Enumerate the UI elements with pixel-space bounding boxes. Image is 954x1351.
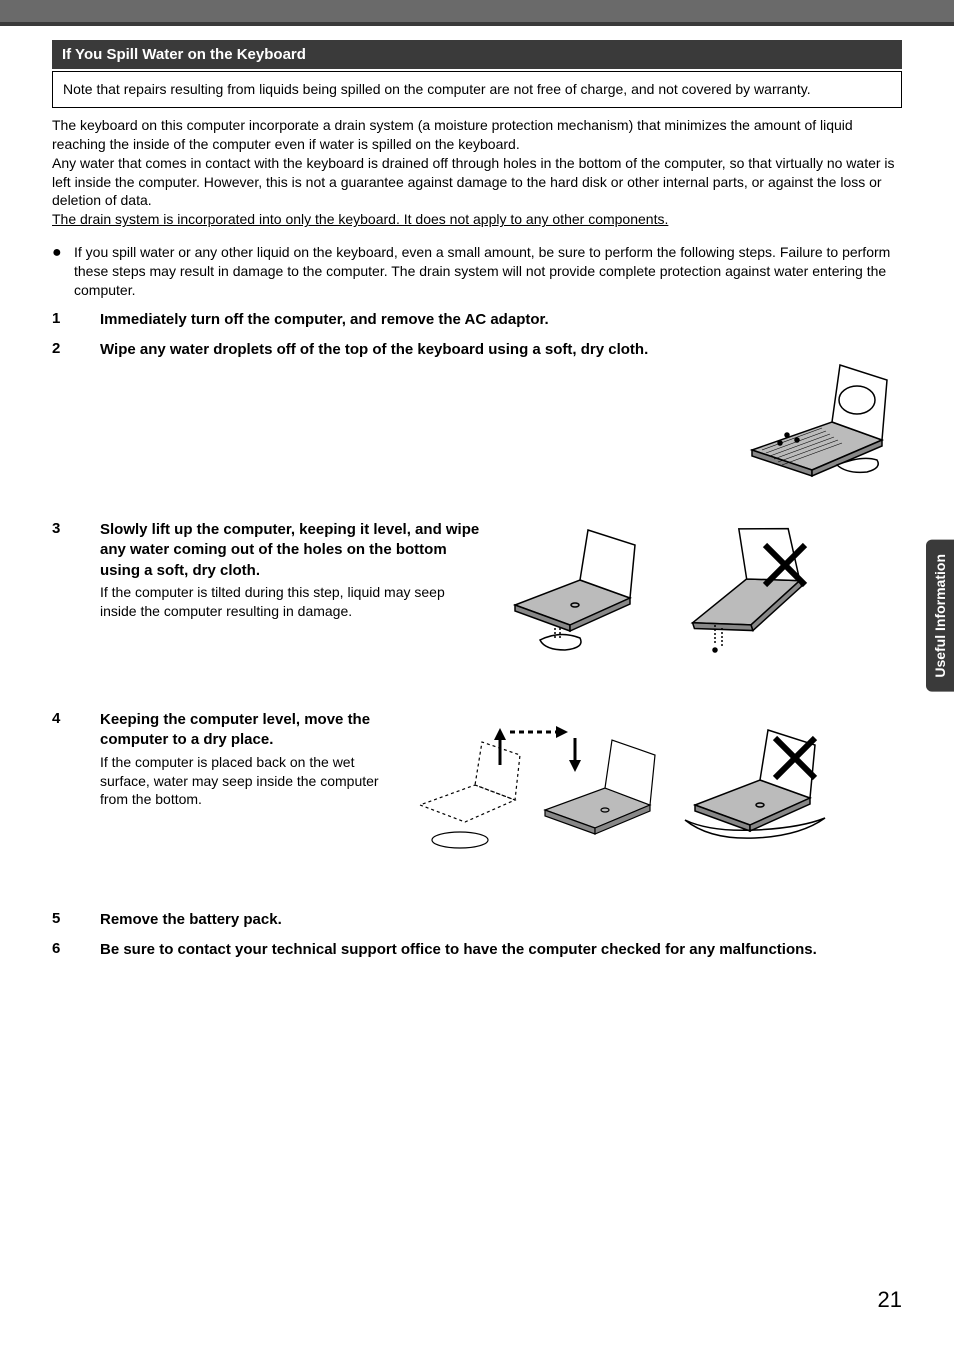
step-number: 4 — [52, 710, 100, 727]
intro-p3-underlined: The drain system is incorporated into on… — [52, 211, 668, 227]
bullet-item: If you spill water or any other liquid o… — [52, 243, 902, 300]
illustration-move-to-dry — [410, 710, 660, 860]
step-row: 5 Remove the battery pack. — [52, 910, 902, 930]
section-header: If You Spill Water on the Keyboard — [52, 40, 902, 69]
warranty-note-box: Note that repairs resulting from liquids… — [52, 71, 902, 108]
bullet-dot-icon — [52, 243, 74, 300]
page-number: 21 — [878, 1287, 902, 1313]
bullet-text: If you spill water or any other liquid o… — [74, 243, 902, 300]
step-title: Remove the battery pack. — [100, 910, 902, 930]
illustration-lift-tilted-wrong — [670, 520, 820, 660]
step-title: Immediately turn off the computer, and r… — [100, 310, 902, 330]
step-row: 2 Wipe any water droplets off of the top… — [52, 340, 902, 480]
top-dark-line — [0, 22, 954, 26]
step-title: Wipe any water droplets off of the top o… — [100, 340, 712, 360]
step-title: Be sure to contact your technical suppor… — [100, 940, 902, 960]
intro-p2: Any water that comes in contact with the… — [52, 155, 895, 209]
sidebar-tab-useful-information: Useful Information — [926, 540, 954, 692]
top-grey-bar — [0, 0, 954, 22]
step-subtext: If the computer is placed back on the we… — [100, 753, 390, 810]
illustration-wipe-keyboard — [732, 340, 902, 480]
illustration-lift-level-correct — [500, 520, 650, 660]
step-number: 6 — [52, 940, 100, 957]
step-row: 4 Keeping the computer level, move the c… — [52, 710, 902, 860]
step-number: 1 — [52, 310, 100, 327]
step-number: 3 — [52, 520, 100, 537]
step-subtext: If the computer is tilted during this st… — [100, 583, 480, 621]
step-row: 1 Immediately turn off the computer, and… — [52, 310, 902, 330]
step-row: 6 Be sure to contact your technical supp… — [52, 940, 902, 960]
step-title: Keeping the computer level, move the com… — [100, 710, 390, 751]
step-number: 2 — [52, 340, 100, 357]
illustration-on-wet-wrong — [680, 710, 830, 860]
intro-p1: The keyboard on this computer incorporat… — [52, 117, 853, 152]
step-row: 3 Slowly lift up the computer, keeping i… — [52, 520, 902, 660]
intro-paragraph: The keyboard on this computer incorporat… — [52, 116, 902, 229]
step-number: 5 — [52, 910, 100, 927]
step-title: Slowly lift up the computer, keeping it … — [100, 520, 480, 581]
